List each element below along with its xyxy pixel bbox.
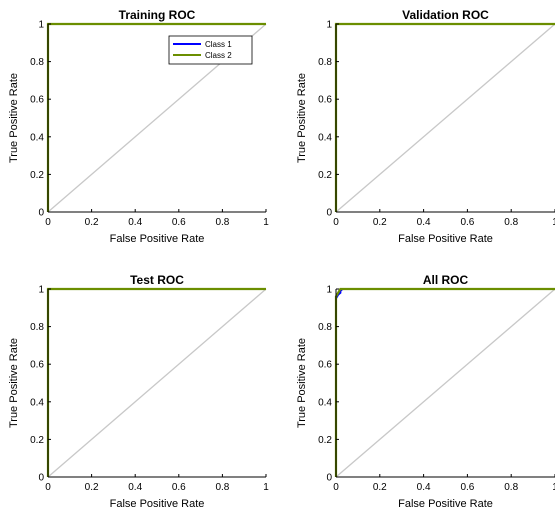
y-tick-label: 0.6 [30, 360, 44, 371]
y-tick-label: 0.4 [318, 397, 332, 408]
x-tick-label: 0.8 [215, 482, 229, 493]
x-tick-label: 1 [552, 482, 555, 493]
legend-box [168, 35, 253, 65]
y-tick-label: 0.8 [318, 322, 332, 333]
y-tick-label: 0.4 [30, 132, 44, 143]
x-tick-label: 0.2 [373, 482, 387, 493]
legend: Class 1 Class 2 [168, 35, 253, 65]
x-tick-label: 0.4 [128, 217, 142, 228]
x-tick-label: 0.8 [504, 217, 518, 228]
x-tick-label: 0 [333, 217, 339, 228]
x-axis-label: False Positive Rate [398, 233, 493, 245]
y-tick-label: 0.8 [30, 57, 44, 68]
y-axis-label: True Positive Rate [296, 338, 308, 428]
y-tick-label: 0 [326, 208, 332, 219]
reference-diagonal-line [335, 288, 555, 478]
x-tick-label: 0.4 [417, 482, 431, 493]
y-tick-label: 0.8 [30, 322, 44, 333]
y-tick-label: 1 [38, 285, 44, 296]
y-tick-label: 0.2 [318, 170, 332, 181]
y-tick-label: 0.6 [318, 360, 332, 371]
y-tick-label: 1 [38, 20, 44, 31]
legend-label-1: Class 1 [205, 40, 232, 49]
y-tick-label: 0.4 [318, 132, 332, 143]
y-tick-label: 0.2 [318, 435, 332, 446]
chart-panel-4: 0 0.2 0.4 0.6 0.8 1 0 0.2 0.4 0.6 0.8 1 All ROC False… [296, 273, 555, 510]
y-tick-label: 1 [326, 285, 332, 296]
y-tick-label: 1 [326, 20, 332, 31]
reference-diagonal-line [47, 288, 267, 478]
x-tick-label: 0.6 [460, 217, 474, 228]
x-tick-label: 1 [263, 482, 269, 493]
x-axis-label: False Positive Rate [398, 498, 493, 510]
chart-title: Validation ROC [402, 8, 489, 22]
x-tick-label: 0.4 [128, 482, 142, 493]
x-tick-label: 0.6 [172, 217, 186, 228]
y-tick-label: 0.4 [30, 397, 44, 408]
x-tick-label: 0 [333, 482, 339, 493]
y-axis-label: True Positive Rate [296, 73, 308, 163]
chart-title: All ROC [423, 273, 469, 287]
y-axis-label: True Positive Rate [8, 338, 20, 428]
chart-title: Test ROC [130, 273, 184, 287]
x-tick-label: 0 [45, 217, 51, 228]
x-tick-label: 1 [552, 217, 555, 228]
x-tick-label: 1 [263, 217, 269, 228]
y-tick-label: 0 [38, 473, 44, 484]
chart-panel-2: 0 0.2 0.4 0.6 0.8 1 0 0.2 0.4 0.6 0.8 1 Validation R… [296, 8, 555, 245]
x-tick-label: 0.2 [85, 482, 99, 493]
y-axis-label: True Positive Rate [8, 73, 20, 163]
reference-diagonal-line [335, 23, 555, 213]
y-tick-label: 0.2 [30, 170, 44, 181]
x-tick-label: 0.6 [172, 482, 186, 493]
legend-label-2: Class 2 [205, 51, 232, 60]
x-tick-label: 0.8 [504, 482, 518, 493]
x-axis-label: False Positive Rate [110, 498, 205, 510]
x-axis-label: False Positive Rate [110, 233, 205, 245]
chart-panel-3: 0 0.2 0.4 0.6 0.8 1 0 0.2 0.4 0.6 0.8 1 Test ROC Fals… [8, 273, 269, 510]
y-tick-label: 0.6 [318, 95, 332, 106]
y-tick-label: 0 [38, 208, 44, 219]
x-tick-label: 0.2 [373, 217, 387, 228]
y-tick-label: 0.2 [30, 435, 44, 446]
chart-title: Training ROC [119, 8, 196, 22]
y-tick-label: 0 [326, 473, 332, 484]
chart-panel-1: 0 0.2 0.4 0.6 0.8 1 0 0.2 0.4 0.6 0.8 1 Training ROC… [8, 8, 269, 245]
x-tick-label: 0.2 [85, 217, 99, 228]
x-tick-label: 0.8 [215, 217, 229, 228]
y-tick-label: 0.6 [30, 95, 44, 106]
x-tick-label: 0.6 [460, 482, 474, 493]
x-tick-label: 0.4 [417, 217, 431, 228]
y-tick-label: 0.8 [318, 57, 332, 68]
x-tick-label: 0 [45, 482, 51, 493]
